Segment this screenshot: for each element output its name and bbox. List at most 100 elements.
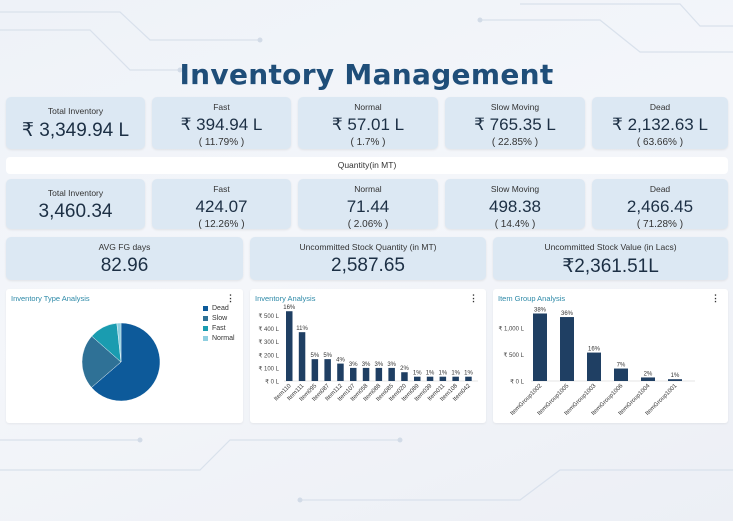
legend-swatch [203,316,208,321]
bar-data-label: 4% [336,358,345,364]
bar-item111[interactable] [298,332,306,381]
kpi-label: Total Inventory [47,106,104,116]
bar-data-label: 16% [588,347,601,353]
kpi-percent: ( 12.26% ) [198,219,245,230]
bar-itemgroup1006[interactable] [614,368,628,381]
kpi-value: 82.96 [100,255,149,276]
bar-itemgroup1004[interactable] [641,377,655,381]
kebab-menu-icon[interactable]: ⋮ [226,293,235,303]
legend-label: Dead [212,305,229,312]
kpi-value: ₹ 3,349.94 L [21,120,130,141]
y-tick-label: ₹ 200 L [259,352,280,359]
kpi-label: Normal [354,184,382,194]
bar-data-label: 1% [413,371,422,377]
bar-item020[interactable] [401,372,408,381]
kpi-value: ₹ 2,132.63 L [612,115,708,134]
bar-data-label: 3% [375,362,384,368]
kpi-percent: ( 22.85% ) [491,137,539,148]
item-group-panel: Item Group Analysis ⋮ ₹ 0 L ₹ 500 L ₹ 1,00… [493,289,728,423]
kpi-percent: ( 14.4% ) [494,219,536,230]
y-tick-label: ₹ 0 L [510,379,524,386]
bar-data-label: 3% [362,362,371,368]
kpi-value: ₹2,361.51L [562,256,659,277]
inventory-type-panel: Inventory Type Analysis ⋮ Dead Slow Fast… [6,289,243,423]
bar-data-label: 11% [296,326,308,332]
bar-data-label: 2% [400,366,409,372]
bar-item095[interactable] [311,359,319,381]
kpi-card-dead-value: Dead ₹ 2,132.63 L ( 63.66% ) [592,97,728,149]
bar-item108[interactable] [452,376,459,381]
kpi-card-dead-quantity: Dead 2,466.45 ( 71.28% ) [592,179,728,230]
pie-slice-dead[interactable] [91,322,161,402]
kpi-value: 498.38 [489,197,541,216]
inventory-analysis-bar-chart: ₹ 0 L ₹ 100 L ₹ 200 L ₹ 300 L ₹ 400 L ₹ 500 L… [259,305,478,403]
bar-data-label: 2% [644,371,653,377]
kpi-card-avg-fg-days: AVG FG days 82.96 [6,237,243,280]
bar-data-label: 5% [323,353,332,359]
y-tick-label: ₹ 500 L [259,313,280,320]
kpi-card-fast-quantity: Fast 424.07 ( 12.26% ) [152,179,291,230]
kpi-label: Dead [649,102,671,112]
legend-label: Slow [212,315,228,322]
bar-itemgroup1005[interactable] [560,317,574,381]
legend-item-fast[interactable]: Fast [203,325,235,332]
bar-data-label: 1% [426,371,435,377]
bar-item087[interactable] [324,359,331,381]
inventory-analysis-panel: Inventory Analysis ⋮ ₹ 0 L ₹ 100 L ₹ 200 L… [250,289,486,423]
bar-data-label: 1% [451,371,460,377]
bar-data-label: 3% [349,362,358,368]
pie-slice-slow[interactable] [81,335,122,388]
legend-item-slow[interactable]: Slow [203,315,235,322]
kpi-card-normal-value: Normal ₹ 57.01 L ( 1.7% ) [298,97,438,149]
legend-item-normal[interactable]: Normal [203,335,235,342]
kpi-card-slow-quantity: Slow Moving 498.38 ( 14.4% ) [445,179,585,230]
bar-itemgroup1001[interactable] [668,379,682,381]
kpi-card-slow-value: Slow Moving ₹ 765.35 L ( 22.85% ) [445,97,585,149]
bar-itemgroup1003[interactable] [587,352,601,381]
kebab-menu-icon[interactable]: ⋮ [711,293,720,303]
kpi-card-normal-quantity: Normal 71.44 ( 2.06% ) [298,179,438,230]
legend-label: Fast [212,325,226,332]
pie-slice-normal[interactable] [116,322,122,363]
kebab-menu-icon[interactable]: ⋮ [469,293,478,303]
bar-data-label: 38% [534,307,547,313]
pie-legend: Dead Slow Fast Normal [203,305,235,345]
bar-item042[interactable] [465,376,472,381]
y-tick-label: ₹ 100 L [259,365,280,372]
kpi-value: ₹ 765.35 L [474,115,556,134]
kpi-percent: ( 2.06% ) [347,219,389,230]
legend-swatch [203,336,208,341]
page-title: Inventory Management [179,58,554,91]
y-tick-label: ₹ 0 L [265,379,279,386]
bar-data-label: 36% [561,311,574,317]
bar-item089[interactable] [414,376,421,381]
kpi-value: ₹ 394.94 L [180,115,263,134]
kpi-label: AVG FG days [98,242,151,252]
inventory-type-pie-chart [81,322,161,402]
kpi-card-total-quantity: Total Inventory 3,460.34 [6,179,145,229]
bar-item088[interactable] [375,367,383,381]
legend-item-dead[interactable]: Dead [203,305,235,312]
kpi-label: Dead [649,184,671,194]
bar-item110[interactable] [286,311,293,381]
y-tick-label: ₹ 1,000 L [498,325,524,332]
bar-item107[interactable] [350,367,357,381]
bar-data-label: 7% [617,363,626,369]
kpi-label: Normal [354,102,382,112]
kpi-value: 2,587.65 [331,255,405,276]
panel-title: Inventory Analysis [255,294,316,303]
bar-itemgroup1002[interactable] [533,313,547,381]
kpi-value: 3,460.34 [38,201,113,222]
bar-item112[interactable] [337,363,344,381]
bar-data-label: 1% [671,373,680,379]
kpi-label: Slow Moving [490,184,540,194]
y-tick-label: ₹ 500 L [504,352,525,359]
bar-item039[interactable] [426,376,434,381]
bar-item058[interactable] [362,367,370,381]
kpi-value: ₹ 57.01 L [331,115,405,134]
kpi-value: 71.44 [346,197,390,216]
bar-item085[interactable] [388,367,395,381]
kpi-label: Fast [213,102,230,112]
bar-item011[interactable] [439,376,447,381]
